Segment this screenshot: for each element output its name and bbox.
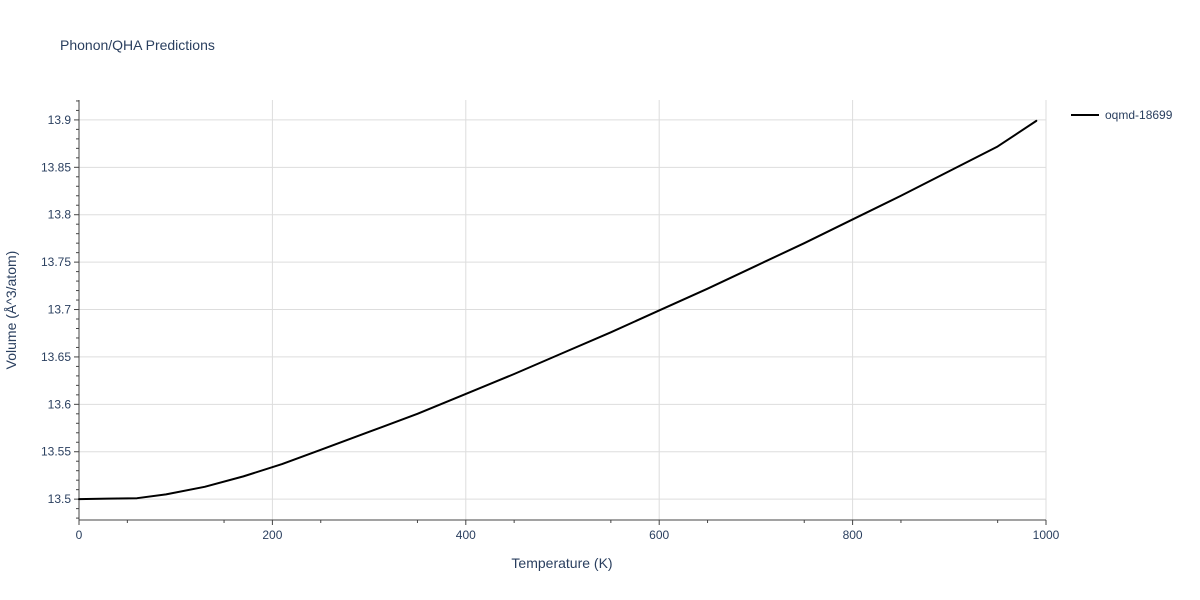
y-tick-label: 13.65 (41, 350, 71, 364)
y-tick-label: 13.75 (41, 255, 71, 269)
x-tick-labels: 0 200 400 600 800 1000 (76, 528, 1060, 542)
series-lines (78, 119, 1038, 501)
y-tick-labels: 13.5 13.55 13.6 13.65 13.7 13.75 13.8 13.85 13.9 (41, 113, 71, 506)
y-tick-label: 13.8 (48, 208, 72, 222)
x-tick-label: 600 (649, 528, 669, 542)
y-tick-label: 13.9 (48, 113, 72, 127)
x-tick-label: 400 (456, 528, 476, 542)
y-tick-label: 13.6 (48, 397, 72, 411)
y-tick-label: 13.7 (48, 303, 72, 317)
y-gridlines (79, 119, 1046, 500)
y-tick-label: 13.55 (41, 445, 71, 459)
y-tick-label: 13.5 (48, 492, 72, 506)
x-tick-label: 800 (843, 528, 863, 542)
x-tick-label: 200 (262, 528, 282, 542)
y-axis-title: Volume (Å^3/atom) (3, 251, 19, 370)
x-tick-label: 0 (76, 528, 83, 542)
series-line-0 (78, 119, 1038, 501)
y-tick-label: 13.85 (41, 160, 71, 174)
legend-label: oqmd-18699 (1105, 108, 1173, 122)
minor-ticks (74, 100, 1047, 525)
x-tick-label: 1000 (1033, 528, 1060, 542)
x-axis-title: Temperature (K) (511, 555, 612, 571)
legend[interactable]: oqmd-18699 (1071, 108, 1173, 122)
chart-title: Phonon/QHA Predictions (60, 37, 215, 53)
